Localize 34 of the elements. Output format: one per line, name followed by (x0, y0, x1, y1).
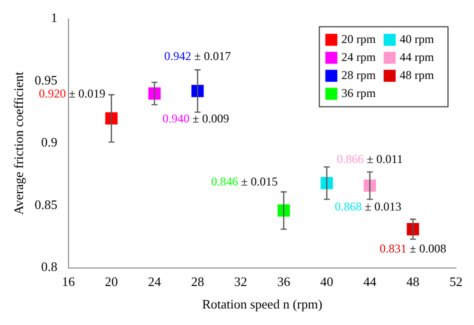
legend-label: 44 rpm (400, 50, 435, 64)
legend-label: 20 rpm (341, 32, 376, 46)
point (406, 223, 420, 236)
annotation: 0.846 ± 0.015 (211, 174, 278, 189)
x-tick-label: 52 (450, 274, 462, 290)
legend-label: 36 rpm (341, 86, 376, 100)
y-tick-label: 0.9 (41, 134, 58, 150)
legend-label: 48 rpm (400, 68, 435, 82)
x-tick-label: 24 (148, 274, 162, 290)
x-tick-label: 44 (363, 274, 377, 290)
legend-label: 24 rpm (341, 50, 376, 64)
x-tick-label: 32 (234, 274, 248, 290)
x-axis-title: Rotation speed n (rpm) (202, 296, 322, 312)
x-tick-label: 20 (104, 274, 118, 290)
y-tick-label: 0.85 (34, 196, 58, 212)
annotation: 0.868 ± 0.013 (334, 199, 402, 214)
annotation: 0.831 ± 0.008 (380, 241, 446, 256)
point (105, 112, 118, 125)
legend-label: 40 rpm (400, 32, 435, 46)
y-tick-label: 0.8 (41, 259, 58, 274)
x-tick-label: 16 (62, 274, 76, 290)
x-tick-label: 36 (277, 274, 291, 290)
x-tick-label: 48 (406, 274, 420, 290)
y-tick-label: 0.95 (34, 72, 58, 88)
y-axis-title: Average friction coefficient (11, 71, 26, 215)
y-tick-label: 1 (50, 10, 58, 26)
annotation: 0.942 ± 0.017 (164, 49, 231, 64)
x-tick-label: 40 (320, 274, 334, 290)
annotation: 0.920 ± 0.019 (38, 86, 106, 101)
legend-label: 28 rpm (341, 68, 376, 82)
annotation: 0.940 ± 0.009 (162, 112, 230, 126)
point (364, 179, 376, 192)
x-tick-label: 28 (191, 274, 204, 290)
annotation: 0.866 ± 0.011 (336, 152, 403, 166)
